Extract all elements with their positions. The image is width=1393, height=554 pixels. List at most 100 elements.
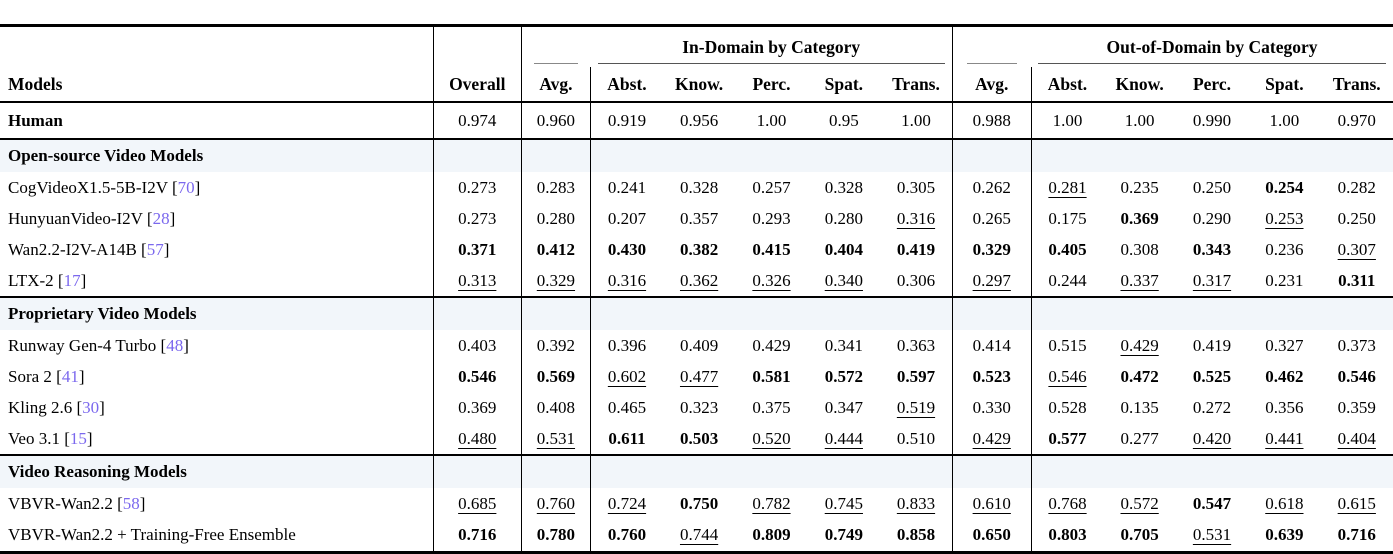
table-row: Human 0.974 0.960 0.919 0.956 1.00 0.95 1.00 0.9…	[0, 102, 1393, 140]
score-cell: 0.531	[1176, 519, 1248, 553]
score-cell: 0.396	[590, 330, 663, 361]
model-name-cell: Wan2.2-I2V-A14B [57]	[8, 239, 170, 259]
score-cell: 0.546	[1030, 361, 1104, 392]
score-cell: 1.00	[880, 102, 953, 140]
citation-link[interactable]: 70	[177, 177, 195, 197]
score-value: 0.618	[1265, 493, 1304, 513]
score-value: 0.359	[1337, 397, 1376, 417]
score-cell: 0.610	[951, 488, 1032, 519]
score-cell: 0.343	[1176, 234, 1248, 265]
citation-link[interactable]: 17	[63, 270, 81, 290]
score-cell: 0.95	[807, 102, 881, 140]
table-row: Sora 2 [41] 0.546 0.569 0.602 0.477 0.581 0.57…	[0, 361, 1393, 392]
score-value: 0.956	[679, 110, 719, 130]
score-value: 0.305	[896, 177, 936, 197]
score-cell: 0.328	[808, 172, 880, 203]
score-value: 0.306	[896, 270, 936, 290]
model-name: LTX-2	[8, 270, 54, 290]
score-cell: 0.611	[590, 423, 663, 455]
score-cell: 0.369	[1103, 203, 1175, 234]
score-cell: 0.323	[663, 392, 735, 423]
score-cell: 0.306	[880, 265, 952, 297]
section-empty-cell	[432, 296, 522, 330]
citation-link[interactable]: 57	[146, 239, 164, 259]
score-cell: 0.250	[1176, 172, 1248, 203]
score-value: 0.988	[972, 110, 1011, 130]
score-value: 0.650	[972, 525, 1011, 544]
score-cell: 0.277	[1103, 423, 1175, 455]
model-name-cell: VBVR-Wan2.2 [58]	[8, 493, 146, 513]
score-cell: 0.685	[432, 488, 522, 519]
score-cell: 0.347	[808, 392, 880, 423]
score-value: 0.523	[972, 366, 1011, 386]
section-empty-cell	[880, 139, 952, 172]
score-cell: 0.858	[880, 519, 952, 553]
score-cell: 0.597	[880, 361, 952, 392]
model-name: HunyuanVideo-I2V	[8, 208, 143, 228]
section-empty-cell	[1103, 296, 1176, 330]
model-name-cell: Veo 3.1 [15]	[8, 428, 93, 448]
score-value: 0.253	[1265, 208, 1304, 228]
score-cell: 0.329	[520, 265, 591, 297]
score-value: 0.280	[536, 208, 576, 228]
citation-link[interactable]: 58	[122, 493, 140, 513]
score-value: 0.970	[1337, 110, 1376, 130]
score-cell: 0.244	[1030, 265, 1104, 297]
citation-link[interactable]: 41	[61, 366, 79, 386]
score-cell: 0.317	[1176, 265, 1248, 297]
score-cell: 0.404	[1321, 423, 1393, 455]
col-abst-ood: Abst.	[1030, 67, 1104, 103]
score-value: 0.750	[679, 493, 719, 513]
score-cell: 0.503	[663, 423, 735, 455]
section-title: Proprietary Video Models	[0, 296, 434, 330]
group-in-domain: In-Domain by Category	[591, 26, 953, 68]
col-spat-ood: Spat.	[1248, 67, 1321, 103]
score-value: 0.293	[752, 208, 791, 228]
model-name: VBVR-Wan2.2 + Training-Free Ensemble	[8, 525, 296, 544]
model-name: Wan2.2-I2V-A14B	[8, 239, 137, 259]
score-value: 0.414	[972, 335, 1011, 355]
score-cell: 0.519	[880, 392, 952, 423]
score-value: 0.546	[458, 366, 497, 386]
score-cell: 0.547	[1176, 488, 1248, 519]
score-cell: 0.250	[1321, 203, 1393, 234]
citation-link[interactable]: 28	[152, 208, 170, 228]
section-header-row: Proprietary Video Models	[0, 296, 1393, 330]
score-value: 0.357	[679, 208, 719, 228]
model-name: Veo 3.1	[8, 428, 60, 448]
score-cell: 0.546	[1321, 361, 1393, 392]
score-cell: 0.724	[590, 488, 663, 519]
section-empty-cell	[1175, 296, 1249, 330]
score-cell: 0.231	[1248, 265, 1320, 297]
score-value: 0.520	[752, 428, 791, 448]
score-cell: 0.357	[663, 203, 735, 234]
score-value: 0.297	[972, 270, 1011, 290]
section-empty-cell	[1248, 296, 1321, 330]
score-cell: 0.581	[735, 361, 807, 392]
score-cell: 0.327	[1248, 330, 1320, 361]
citation-link[interactable]: 30	[82, 397, 100, 417]
score-value: 0.546	[1048, 366, 1087, 386]
score-value: 0.465	[607, 397, 647, 417]
score-value: 0.327	[1265, 335, 1304, 355]
score-value: 0.175	[1048, 208, 1087, 228]
score-value: 0.307	[1337, 239, 1376, 259]
section-empty-cell	[1320, 454, 1393, 488]
score-value: 0.373	[1337, 335, 1376, 355]
score-cell: 0.409	[663, 330, 735, 361]
score-value: 0.330	[972, 397, 1011, 417]
score-value: 0.236	[1265, 239, 1304, 259]
score-cell: 1.00	[735, 102, 808, 140]
avg-midrule	[534, 63, 579, 64]
score-cell: 0.716	[1321, 519, 1393, 553]
score-cell: 0.359	[1321, 392, 1393, 423]
col-avg-ood: Avg.	[951, 67, 1032, 103]
avg-rule-cell	[951, 25, 1032, 67]
score-cell: 0.602	[590, 361, 663, 392]
citation-link[interactable]: 48	[166, 335, 184, 355]
score-cell: 0.760	[590, 519, 663, 553]
col-know-ood: Know.	[1103, 67, 1176, 103]
citation-link[interactable]: 15	[69, 428, 87, 448]
score-cell: 0.760	[520, 488, 591, 519]
score-value: 0.308	[1120, 239, 1159, 259]
